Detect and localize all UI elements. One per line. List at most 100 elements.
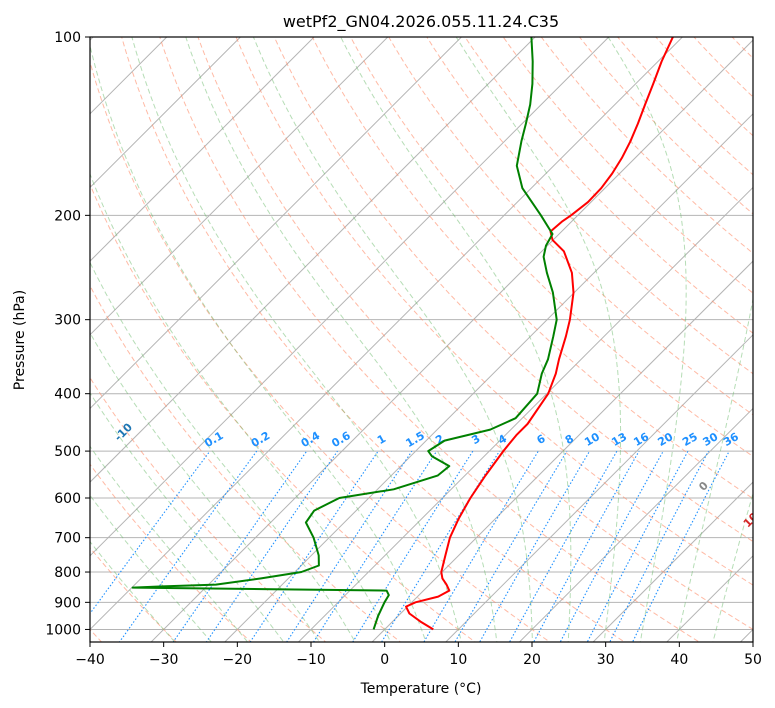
mixing-ratio-line [205, 450, 338, 642]
mixing-ratio-label: 0.6 [329, 429, 353, 450]
moist-adiabat-line [340, 37, 572, 642]
moist-adiabat-line [131, 37, 462, 642]
y-tick-label: 700 [54, 531, 81, 547]
mixing-ratio-line [479, 450, 591, 642]
moist-adiabat-line [90, 445, 249, 642]
mixing-ratio-line [533, 450, 640, 642]
dry-adiabat-line [388, 37, 753, 416]
dry-adiabat-line [540, 37, 753, 254]
x-tick-label: 50 [744, 652, 762, 668]
y-tick-label: 1000 [45, 622, 81, 638]
mixing-ratio-line [454, 450, 568, 642]
x-tick-label: −10 [296, 652, 326, 668]
moist-adiabat-line [185, 37, 498, 642]
y-tick-label: 600 [54, 491, 81, 507]
moist-adiabat-line [712, 491, 753, 642]
mixing-ratio-label: 13 [609, 430, 629, 449]
x-tick-label: −20 [223, 652, 253, 668]
moist-adiabat-line [90, 261, 356, 642]
moist-adiabat-label: 0 [696, 479, 711, 494]
x-tick-label: 0 [380, 652, 389, 668]
y-tick-label: 800 [54, 565, 81, 581]
dry-adiabat-line [197, 37, 753, 631]
moist-adiabat-line [252, 37, 533, 642]
dry-adiabat-line [311, 37, 753, 500]
isotherm-line [90, 37, 463, 410]
dry-adiabat-line [745, 11, 775, 654]
isotherm-line [297, 186, 753, 642]
dry-adiabat-line [121, 37, 626, 642]
y-tick-label: 500 [54, 444, 81, 460]
y-tick-label: 200 [54, 208, 81, 224]
mixing-ratio-label: 16 [631, 430, 651, 449]
y-tick-label: 400 [54, 387, 81, 403]
mixing-ratio-label: 0.2 [249, 429, 272, 450]
isotherm-line [592, 481, 753, 642]
isotherm-line [90, 37, 168, 115]
x-axis: −40 −30 −20 −10 0 10 20 30 40 50 [75, 642, 762, 668]
y-axis: 1000 900 800 700 600 500 400 300 200 100 [45, 30, 90, 638]
mixing-ratio-line [249, 450, 379, 642]
chart-title: wetPf2_GN04.2026.055.11.24.C35 [283, 12, 559, 32]
mixing-ratio-line [90, 450, 211, 615]
mixing-ratio-label: 6 [535, 432, 548, 447]
isotherm-line [90, 37, 242, 189]
moist-adiabat-line [90, 392, 285, 642]
isotherm-line [90, 37, 389, 336]
mixing-ratio-line [286, 450, 413, 642]
dry-adiabat-line [90, 284, 402, 642]
x-tick-label: 30 [597, 652, 615, 668]
isotherm-line [90, 37, 315, 262]
dry-adiabat-line [464, 37, 753, 334]
mixing-ratio-line [631, 450, 730, 642]
background-lines [90, 11, 775, 654]
dry-adiabat-line [90, 182, 476, 642]
moist-adiabat-line [90, 172, 392, 642]
mixing-ratio-label: 20 [656, 430, 676, 449]
dry-adiabat-line [273, 37, 753, 543]
y-tick-label: 300 [54, 313, 81, 329]
x-axis-label: Temperature (°C) [360, 681, 482, 697]
y-tick-label: 100 [54, 30, 81, 46]
moist-adiabat-line [90, 494, 212, 642]
moist-adiabat-line [607, 37, 687, 642]
moist-adiabat-line [90, 331, 321, 642]
dry-adiabat-line [731, 37, 753, 59]
x-tick-label: 40 [670, 652, 688, 668]
mixing-ratio-line [172, 450, 308, 642]
x-tick-label: −30 [149, 652, 179, 668]
isotherm-line [371, 260, 753, 642]
dry-adiabat-line [159, 37, 701, 642]
x-tick-label: 10 [449, 652, 467, 668]
mixing-ratio-line [609, 450, 709, 642]
mixing-ratio-line [508, 450, 618, 642]
moist-adiabat-line [676, 296, 753, 642]
plot-frame [89, 36, 754, 643]
isotherm-line [150, 39, 753, 642]
dry-adiabat-line [426, 37, 753, 375]
dry-adiabat-label: -20 [27, 379, 50, 402]
x-tick-label: 20 [523, 652, 541, 668]
y-axis-label: Pressure (hPa) [12, 290, 28, 390]
y-tick-label: 900 [54, 595, 81, 611]
mixing-ratio-line [352, 450, 474, 642]
moist-adiabat-line [90, 540, 176, 642]
dry-adiabat-line [350, 37, 753, 457]
profile-lines [131, 37, 674, 631]
moist-adiabat-line [455, 37, 622, 642]
dry-adiabat-line [90, 546, 177, 642]
mixing-ratio-label: 2 [433, 432, 446, 447]
mixing-ratio-line [423, 450, 539, 642]
dry-adiabat-line [578, 37, 753, 215]
isotherm-line [666, 555, 753, 642]
x-tick-label: −40 [75, 652, 105, 668]
isotherm-line [224, 113, 753, 642]
dry-adiabat-line [655, 37, 753, 137]
isotherm-line [90, 37, 610, 557]
dry-adiabat-line [235, 37, 753, 586]
moist-adiabat-line [90, 43, 427, 642]
mixing-ratio-label: 30 [701, 430, 721, 449]
mixing-ratio-label: 25 [680, 430, 700, 449]
dry-adiabat-line [90, 60, 551, 642]
